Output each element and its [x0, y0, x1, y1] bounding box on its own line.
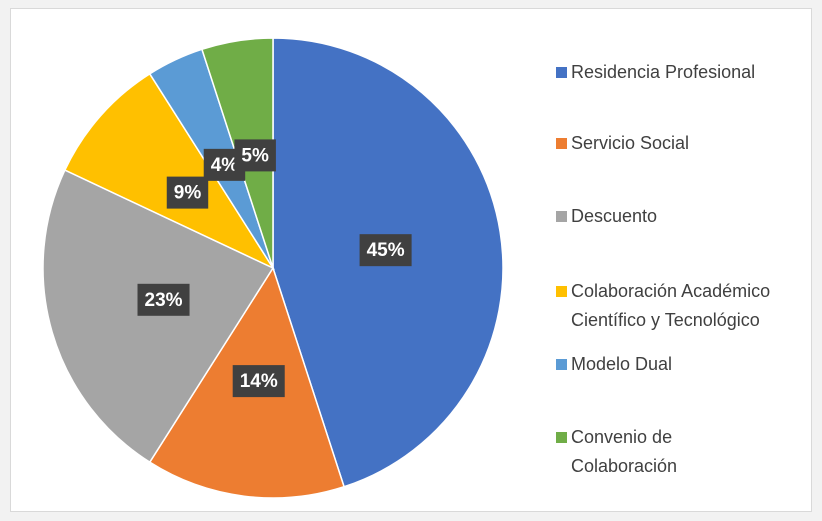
data-label-text: 45%	[367, 240, 405, 261]
data-label-text: 5%	[241, 145, 269, 166]
data-label-text: 14%	[240, 371, 278, 392]
legend-swatch	[556, 211, 567, 222]
legend-label: Descuento	[571, 206, 658, 226]
legend-item: Servicio Social	[556, 129, 806, 158]
legend-swatch	[556, 138, 567, 149]
legend-item: Colaboración Académico Científico y Tecn…	[556, 277, 806, 335]
data-label: 9%	[166, 176, 209, 209]
legend-label: Modelo Dual	[571, 354, 673, 374]
legend-swatch	[556, 359, 567, 370]
data-label-text: 23%	[145, 290, 183, 311]
data-label: 23%	[137, 283, 190, 316]
label-box	[137, 283, 190, 316]
legend-label: Residencia Profesional	[571, 62, 756, 82]
legend-item: Descuento	[556, 202, 806, 231]
legend-swatch	[556, 286, 567, 297]
legend-label: Servicio Social	[571, 133, 690, 153]
data-label: 45%	[359, 234, 412, 267]
label-box	[232, 365, 285, 398]
label-box	[166, 176, 209, 209]
legend-label: Colaboración Académico Científico y Tecn…	[571, 281, 771, 330]
legend-swatch	[556, 432, 567, 443]
legend-item: Convenio de Colaboración	[556, 423, 706, 481]
data-label: 5%	[234, 139, 276, 172]
pie-slice	[63, 72, 276, 270]
legend-item: Residencia Profesional	[556, 58, 806, 87]
data-label: 14%	[232, 365, 285, 398]
legend-item: Modelo Dual	[556, 350, 806, 379]
data-label-text: 4%	[211, 155, 239, 176]
label-box	[359, 234, 412, 267]
data-label-text: 9%	[174, 183, 202, 204]
pie-slice	[42, 169, 275, 464]
label-box	[234, 139, 276, 172]
legend-swatch	[556, 67, 567, 78]
legend-label: Convenio de Colaboración	[571, 427, 678, 476]
